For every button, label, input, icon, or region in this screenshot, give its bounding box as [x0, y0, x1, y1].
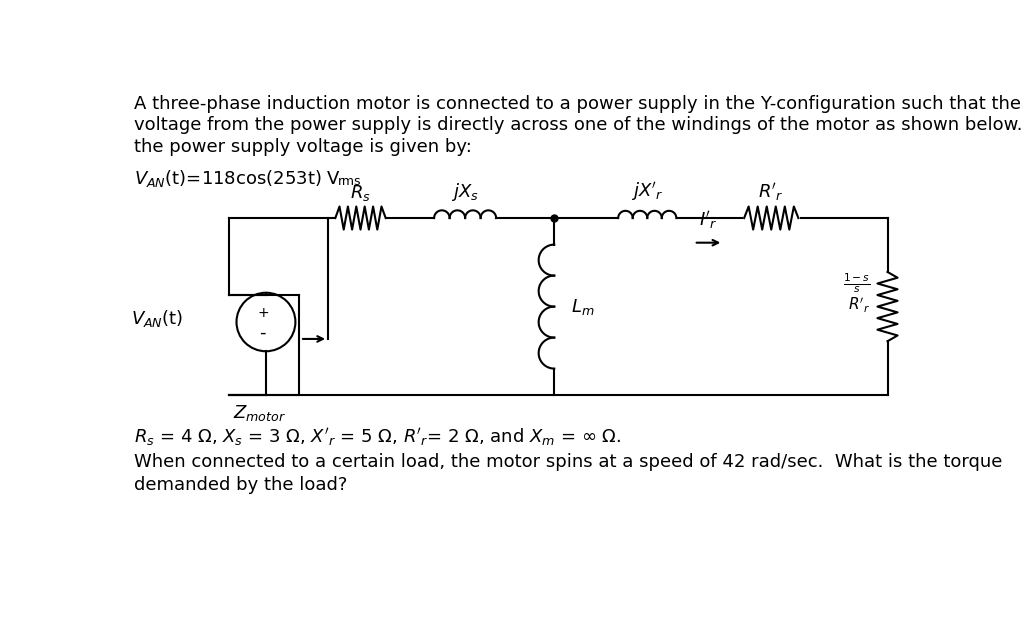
Text: +: +: [257, 306, 268, 320]
Text: $L_m$: $L_m$: [571, 297, 595, 317]
Text: $V_{AN}$(t)=118cos(253t) V: $V_{AN}$(t)=118cos(253t) V: [134, 168, 341, 189]
Text: $\frac{1-s}{s}$: $\frac{1-s}{s}$: [843, 272, 870, 295]
Text: $R'_r$: $R'_r$: [848, 295, 870, 315]
Text: $Z_{motor}$: $Z_{motor}$: [233, 403, 287, 423]
Text: When connected to a certain load, the motor spins at a speed of 42 rad/sec.  Wha: When connected to a certain load, the mo…: [134, 453, 1002, 471]
Text: rms: rms: [338, 175, 361, 188]
Text: $R_s$: $R_s$: [350, 183, 371, 203]
Text: $jX'_r$: $jX'_r$: [631, 180, 664, 203]
Text: $jX_s$: $jX_s$: [452, 181, 479, 203]
Text: voltage from the power supply is directly across one of the windings of the moto: voltage from the power supply is directl…: [134, 117, 1024, 134]
Text: the power supply voltage is given by:: the power supply voltage is given by:: [134, 138, 472, 156]
Text: $V_{AN}$(t): $V_{AN}$(t): [131, 307, 183, 329]
Text: $I'_r$: $I'_r$: [699, 209, 718, 231]
Text: -: -: [260, 324, 266, 342]
Text: $R'_r$: $R'_r$: [759, 181, 784, 203]
Text: $R_s$ = 4 $\Omega$, $X_s$ = 3 $\Omega$, $X'_r$ = 5 $\Omega$, $R'_r$= 2 $\Omega$,: $R_s$ = 4 $\Omega$, $X_s$ = 3 $\Omega$, …: [134, 426, 622, 448]
Text: demanded by the load?: demanded by the load?: [134, 476, 347, 494]
Text: A three-phase induction motor is connected to a power supply in the Y-configurat: A three-phase induction motor is connect…: [134, 95, 1021, 113]
